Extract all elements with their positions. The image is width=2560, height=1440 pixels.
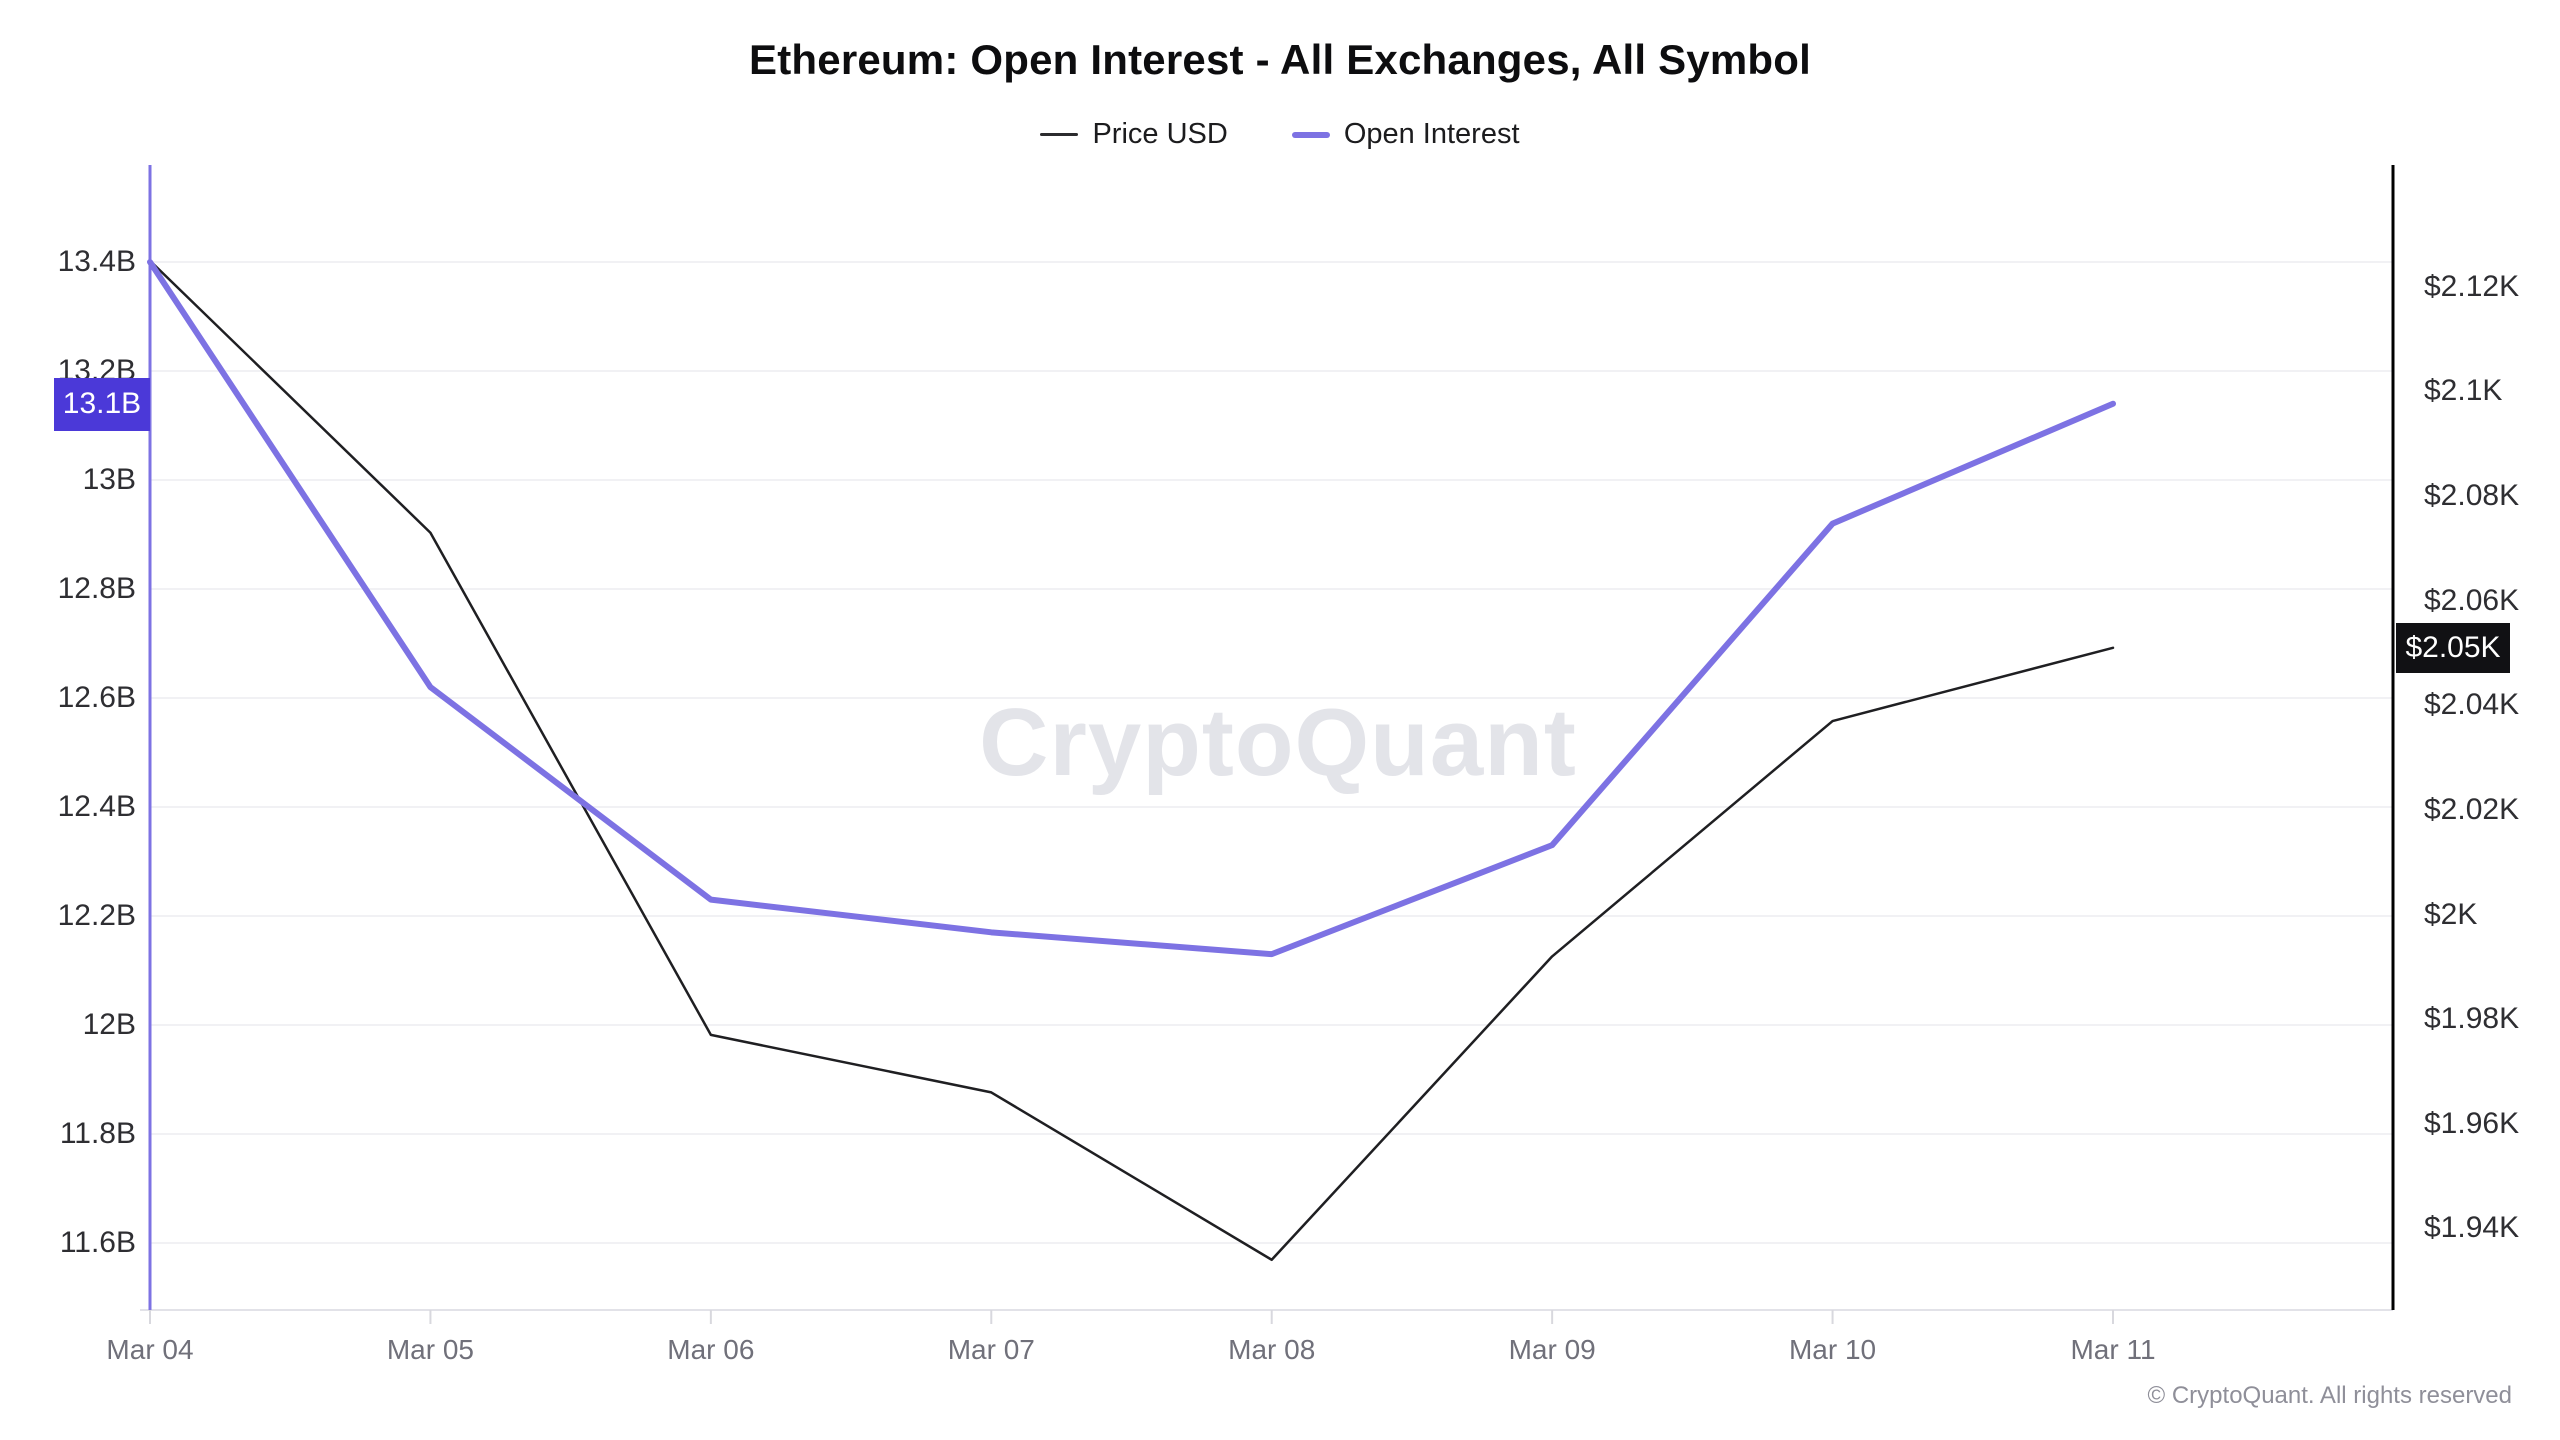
x-axis-tick-label: Mar 08 (1228, 1334, 1316, 1365)
legend-label: Price USD (1092, 118, 1228, 150)
chart-title: Ethereum: Open Interest - All Exchanges,… (749, 36, 1811, 83)
price-usd-line[interactable] (148, 259, 2115, 1262)
price-current-value-badge: $2.05K (2396, 622, 2510, 673)
open-interest-current-value-badge: 13.1B (54, 377, 150, 431)
left-axis-tick-label: 12.6B (57, 680, 136, 714)
x-axis-tick-label: Mar 11 (2070, 1334, 2156, 1365)
right-axis-tick-label: $2.1K (2424, 374, 2503, 408)
open-interest-line-swatch-icon (1291, 131, 1330, 138)
right-axis-tick-label: $2.06K (2424, 583, 2520, 617)
left-axis-tick-label: 12.8B (57, 571, 136, 605)
x-axis-tick-label: Mar 06 (667, 1334, 755, 1365)
x-axis-tick-label: Mar 04 (106, 1334, 194, 1365)
legend-label: Open Interest (1343, 118, 1520, 150)
price-line-swatch-icon (1040, 133, 1079, 136)
left-axis-tick-label: 12.4B (57, 789, 136, 823)
left-axis-tick-label: 13.4B (57, 245, 136, 278)
right-axis-tick-label: $1.98K (2424, 1002, 2520, 1036)
right-axis-tick-label: $2.04K (2424, 688, 2520, 722)
right-axis-tick-label: $1.96K (2424, 1106, 2520, 1140)
open-interest-line[interactable] (147, 259, 2116, 958)
right-axis-tick-label: $2K (2424, 897, 2478, 931)
legend-item-price-usd[interactable]: Price USD (1040, 118, 1228, 151)
x-axis-tick-label: Mar 07 (947, 1334, 1035, 1365)
legend-item-open-interest[interactable]: Open Interest (1291, 118, 1520, 151)
left-axis-tick-label: 11.8B (59, 1116, 136, 1150)
legend: Price USD Open Interest (0, 118, 2560, 151)
left-axis-tick-label: 12B (82, 1007, 136, 1041)
right-axis-tick-label: $2.02K (2424, 792, 2520, 826)
x-axis-tick-label: Mar 05 (386, 1334, 474, 1365)
left-axis-tick-label: 12.2B (57, 898, 136, 932)
left-axis-tick-label: 13B (82, 462, 136, 496)
cryptoquant-watermark: CryptoQuant (979, 689, 1577, 796)
x-axis-tick-label: Mar 09 (1508, 1334, 1596, 1365)
right-axis-tick-label: $1.94K (2424, 1211, 2520, 1245)
x-axis-tick-label: Mar 10 (1788, 1334, 1877, 1365)
left-axis-tick-label: 11.6B (59, 1225, 136, 1259)
copyright-notice: © CryptoQuant. All rights reserved (2147, 1382, 2513, 1409)
right-axis-tick-label: $2.12K (2424, 269, 2520, 303)
right-axis-tick-label: $2.08K (2424, 479, 2520, 513)
